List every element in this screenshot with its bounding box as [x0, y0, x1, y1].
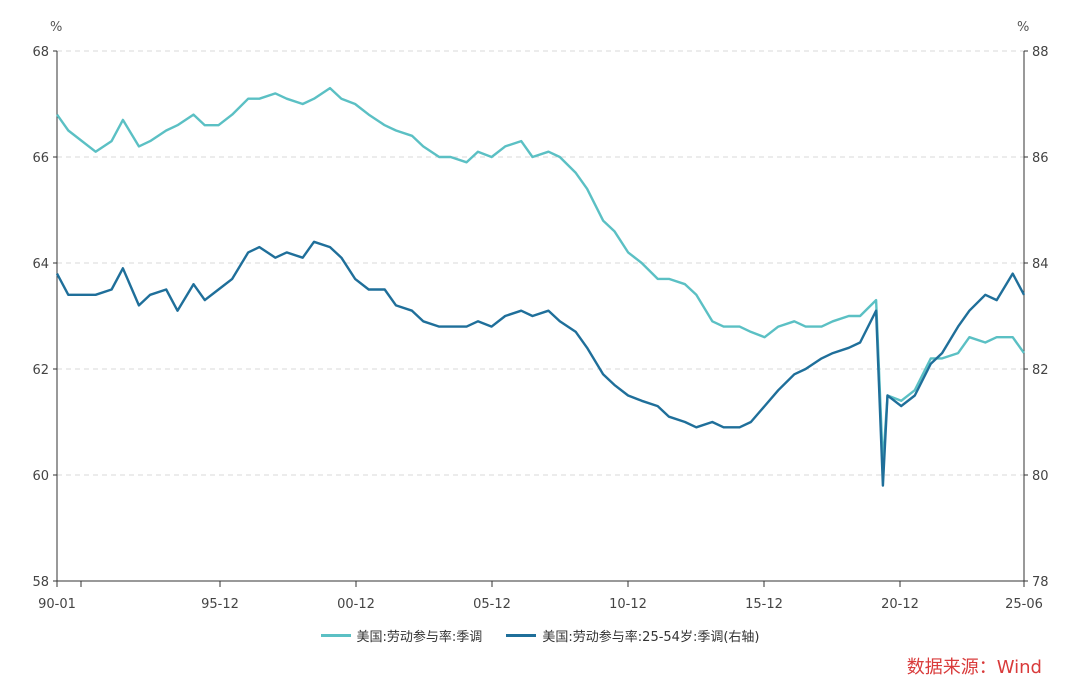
x-tick-label: 10-12 — [609, 597, 647, 612]
x-tick-label: 00-12 — [337, 597, 375, 612]
line-chart: 58 60 62 64 66 68 78 80 82 84 86 88 90-01 95-12 00-12 0… — [32, 20, 1048, 612]
right-tick-label: 80 — [1032, 469, 1049, 484]
left-tick-label: 62 — [32, 363, 49, 378]
x-tick-label: 20-12 — [881, 597, 919, 612]
right-tick-label: 82 — [1032, 363, 1049, 378]
right-axis-unit: % — [1017, 20, 1029, 35]
left-tick-label: 68 — [32, 45, 49, 60]
legend-item-series-1: 美国:劳动参与率:25-54岁:季调(右轴) — [506, 626, 759, 645]
series-line-1 — [55, 240, 1026, 487]
right-tick-label: 84 — [1032, 257, 1049, 272]
series-lines — [55, 86, 1026, 487]
left-tick-label: 66 — [32, 151, 49, 166]
left-tick-label: 58 — [32, 575, 49, 590]
legend-swatch-series-1 — [506, 634, 537, 637]
legend-label-series-1: 美国:劳动参与率:25-54岁:季调(右轴) — [542, 630, 760, 645]
grid-lines — [57, 50, 1024, 476]
x-tick-label: 15-12 — [745, 597, 783, 612]
left-tick-label: 64 — [32, 257, 49, 272]
right-tick-label: 78 — [1032, 575, 1049, 590]
source-note: 数据来源：Wind — [906, 657, 1042, 678]
legend-item-series-0: 美国:劳动参与率:季调 — [320, 626, 483, 645]
left-axis-unit: % — [50, 20, 62, 35]
legend-swatch-series-0 — [320, 634, 351, 637]
legend: 美国:劳动参与率:季调 美国:劳动参与率:25-54岁:季调(右轴) — [0, 626, 1080, 645]
right-tick-label: 88 — [1032, 45, 1049, 60]
legend-label-series-0: 美国:劳动参与率:季调 — [356, 630, 483, 645]
x-tick-label: 90-01 — [38, 597, 76, 612]
x-tick-label: 05-12 — [473, 597, 511, 612]
axes: 58 60 62 64 66 68 78 80 82 84 86 88 90-01 95-12 00-12 0… — [32, 45, 1048, 612]
left-tick-label: 60 — [32, 469, 49, 484]
x-tick-label: 25-06 — [1005, 597, 1043, 612]
x-tick-label: 95-12 — [201, 597, 239, 612]
right-tick-label: 86 — [1032, 151, 1049, 166]
